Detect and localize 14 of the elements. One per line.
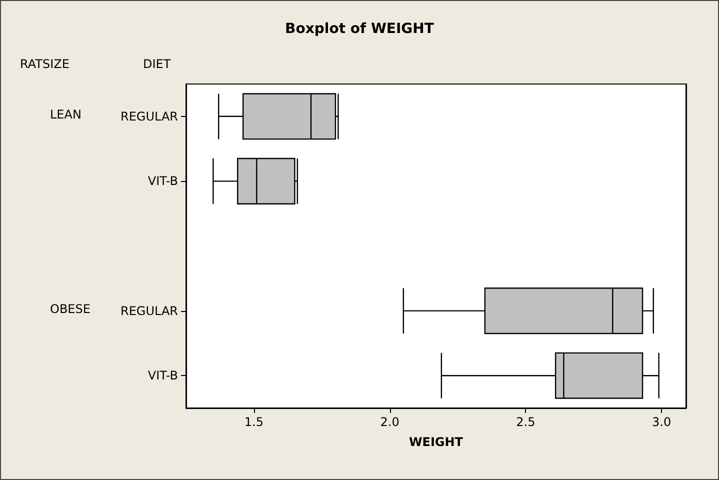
y-tick-label: VIT-B <box>148 174 178 188</box>
y-tick-label: REGULAR <box>120 109 178 124</box>
chart-title: Boxplot of WEIGHT <box>285 21 434 37</box>
text: RATSIZE <box>20 57 70 71</box>
x-tick-label: 2.0 <box>380 415 400 429</box>
y-tick-label: REGULAR <box>120 304 178 318</box>
text: OBESE <box>50 302 90 316</box>
x-axis-title: WEIGHT <box>409 435 464 449</box>
x-tick-label: 3.0 <box>652 415 672 429</box>
y-axis-title: DIET <box>143 57 172 71</box>
y-tick-label: VIT-B <box>148 368 178 383</box>
text: LEAN <box>50 107 82 122</box>
x-tick-label: 1.5 <box>244 415 264 429</box>
x-tick-label: 2.5 <box>516 415 536 429</box>
